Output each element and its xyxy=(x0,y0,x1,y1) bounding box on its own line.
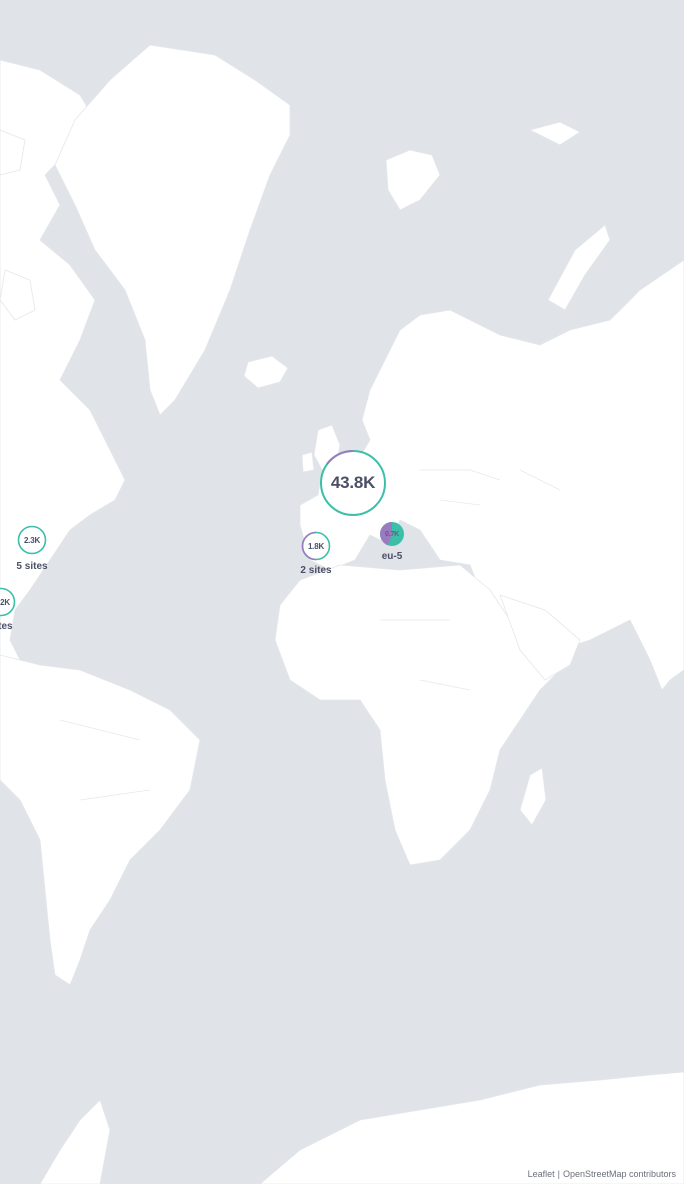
cluster-value: 2.3K xyxy=(23,535,41,545)
antarctica-land xyxy=(259,1071,684,1184)
map-attribution: Leaflet | OpenStreetMap contributors xyxy=(525,1168,678,1180)
svalbard-land xyxy=(385,149,441,211)
leaflet-link[interactable]: Leaflet xyxy=(527,1169,555,1179)
cluster-value: 2K xyxy=(0,597,10,607)
cluster-ring xyxy=(17,525,47,555)
greenland-land xyxy=(54,44,291,416)
cluster-ring xyxy=(0,587,16,617)
cluster-value: 1.8K xyxy=(307,541,325,551)
pie-icon xyxy=(380,522,404,546)
site-marker-italy[interactable]: 0.7K xyxy=(379,521,405,547)
cluster-ring xyxy=(301,531,331,561)
cluster-label-us-east: 5 sites xyxy=(16,561,48,572)
south-america-land xyxy=(0,654,201,986)
cluster-ring xyxy=(320,449,386,516)
cluster-value: 43.8K xyxy=(330,473,376,492)
cluster-marker-europe[interactable]: 43.8K xyxy=(319,449,387,517)
cluster-marker-us-south[interactable]: 2K xyxy=(0,587,16,617)
osm-attribution[interactable]: OpenStreetMap contributors xyxy=(562,1169,676,1179)
africa-land xyxy=(274,564,561,866)
iceland-land xyxy=(243,355,289,389)
attribution-separator: | xyxy=(557,1169,560,1179)
cluster-value: 0.7K xyxy=(385,530,399,538)
cluster-label-us-south: ites xyxy=(0,621,13,632)
cluster-marker-iberia[interactable]: 1.8K xyxy=(301,531,331,561)
site-label-italy: eu-5 xyxy=(381,551,403,562)
madagascar-land xyxy=(519,767,547,826)
cluster-marker-us-east[interactable]: 2.3K xyxy=(17,525,47,555)
cluster-label-iberia: 2 sites xyxy=(300,565,332,576)
